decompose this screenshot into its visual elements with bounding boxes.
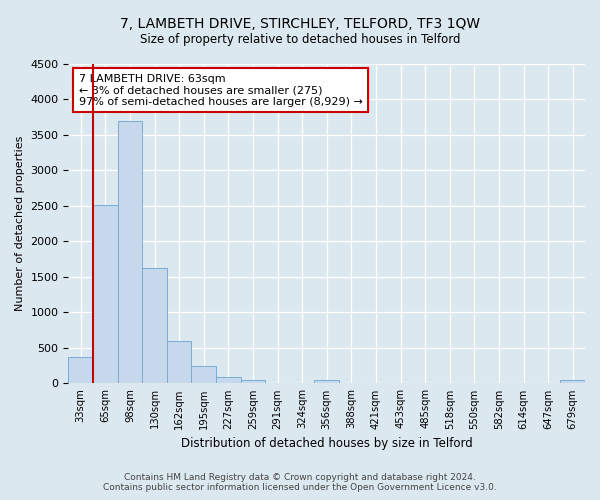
Bar <box>118 121 142 384</box>
Bar <box>191 366 216 384</box>
Bar <box>142 268 167 384</box>
Bar <box>560 380 585 384</box>
Bar <box>216 376 241 384</box>
Text: Contains HM Land Registry data © Crown copyright and database right 2024.
Contai: Contains HM Land Registry data © Crown c… <box>103 473 497 492</box>
Bar <box>241 380 265 384</box>
Y-axis label: Number of detached properties: Number of detached properties <box>15 136 25 312</box>
Bar <box>93 204 118 384</box>
Bar <box>314 380 339 384</box>
Bar <box>167 341 191 384</box>
Text: 7, LAMBETH DRIVE, STIRCHLEY, TELFORD, TF3 1QW: 7, LAMBETH DRIVE, STIRCHLEY, TELFORD, TF… <box>120 18 480 32</box>
Text: Size of property relative to detached houses in Telford: Size of property relative to detached ho… <box>140 32 460 46</box>
X-axis label: Distribution of detached houses by size in Telford: Distribution of detached houses by size … <box>181 437 473 450</box>
Bar <box>68 357 93 384</box>
Text: 7 LAMBETH DRIVE: 63sqm
← 3% of detached houses are smaller (275)
97% of semi-det: 7 LAMBETH DRIVE: 63sqm ← 3% of detached … <box>79 74 362 107</box>
